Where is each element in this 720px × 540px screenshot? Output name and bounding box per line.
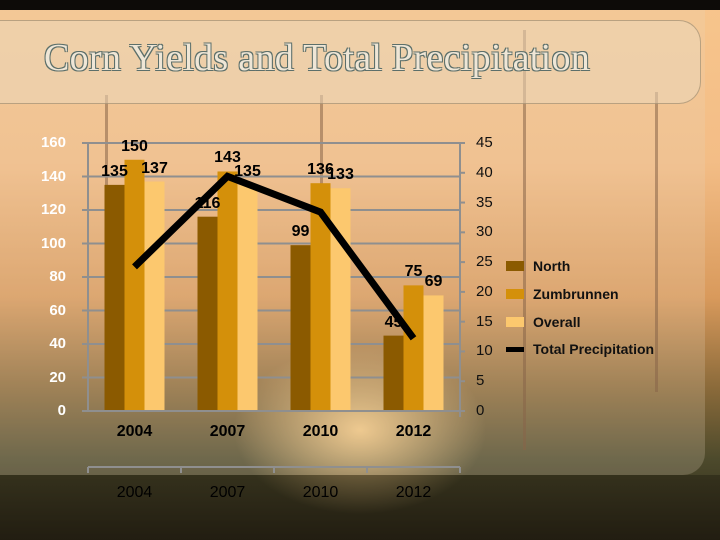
left-axis-tick-label: 0	[57, 402, 66, 419]
legend-item-zumbrunnen: Zumbrunnen	[506, 280, 654, 308]
right-axis-tick-label: 15	[476, 312, 493, 330]
legend-label: Zumbrunnen	[533, 286, 619, 302]
right-axis-tick-label: 10	[476, 342, 493, 360]
data-label-north: 116	[194, 194, 221, 212]
title-box	[0, 20, 701, 104]
data-label-zumbrunnen: 150	[121, 137, 148, 155]
legend-swatch-north	[506, 261, 524, 271]
legend-item-overall: Overall	[506, 308, 654, 336]
data-label-zumbrunnen: 75	[404, 263, 423, 281]
slide-title: Corn Yields and Total Precipitation	[44, 37, 591, 79]
data-label-overall: 135	[234, 162, 261, 180]
data-label-north: 45	[384, 313, 403, 331]
bar-north	[290, 245, 311, 411]
x-axis-label-secondary: 2004	[116, 484, 153, 501]
left-axis-tick-label: 20	[49, 368, 66, 386]
bar-overall	[423, 295, 444, 411]
right-axis-tick-label: 20	[476, 282, 493, 300]
data-label-overall: 137	[141, 159, 168, 177]
left-axis-tick-label: 80	[49, 268, 66, 285]
left-axis-tick-label: 120	[40, 201, 66, 218]
x-axis-label-secondary: 2007	[209, 484, 246, 501]
legend-label: North	[533, 258, 571, 274]
right-axis-tick-label: 30	[476, 223, 493, 241]
right-axis-tick-label: 45	[476, 134, 493, 151]
legend-item-north: North	[506, 252, 654, 280]
precipitation-line	[132, 172, 417, 341]
left-axis-tick-label: 40	[49, 335, 66, 352]
corn-stalk-decoration	[523, 30, 526, 450]
top-border	[0, 0, 720, 10]
bar-overall	[237, 184, 258, 411]
bar-north	[104, 184, 125, 411]
right-axis-tick-label: 35	[476, 193, 493, 211]
bar-zumbrunnen	[403, 285, 424, 411]
x-axis-label-primary: 2004	[116, 423, 153, 440]
x-axis-label-secondary: 2012	[395, 484, 432, 501]
data-label-zumbrunnen: 136	[307, 161, 334, 179]
right-axis-tick-label: 5	[476, 372, 485, 390]
bar-north	[383, 335, 404, 411]
bar-north	[197, 216, 218, 411]
bar-zumbrunnen	[124, 159, 145, 411]
x-axis-label-primary: 2012	[395, 423, 432, 440]
right-axis-tick-label: 40	[476, 163, 493, 181]
chart-legend: North Zumbrunnen Overall Total Precipita…	[506, 252, 654, 362]
data-label-zumbrunnen: 143	[214, 149, 241, 167]
x-axis-label-primary: 2007	[209, 423, 246, 440]
data-label-overall: 69	[424, 273, 443, 291]
data-label-overall: 133	[327, 166, 354, 184]
bottom-border	[0, 475, 720, 540]
bar-overall	[144, 181, 165, 411]
bar-overall	[330, 188, 351, 411]
left-axis-tick-label: 100	[40, 234, 66, 252]
legend-swatch-zumbrunnen	[506, 289, 524, 299]
right-axis-tick-label: 0	[476, 402, 485, 419]
legend-swatch-precipitation-line	[506, 346, 524, 352]
left-axis-tick-label: 140	[40, 167, 66, 185]
legend-label: Total Precipitation	[533, 341, 655, 357]
left-axis-tick-label: 160	[40, 134, 66, 151]
corn-stalk-decoration	[655, 92, 658, 392]
x-axis-label-primary: 2010	[302, 423, 339, 440]
left-axis-tick-label: 60	[49, 301, 66, 319]
legend-label: Overall	[533, 314, 581, 330]
bar-zumbrunnen	[310, 183, 331, 411]
legend-item-total-precipitation: Total Precipitation	[506, 336, 654, 362]
bar-zumbrunnen	[217, 171, 238, 411]
x-axis-label-secondary: 2010	[302, 484, 339, 501]
right-axis-tick-label: 25	[476, 253, 493, 271]
legend-swatch-overall	[506, 317, 524, 327]
data-label-north: 135	[101, 162, 128, 180]
data-label-north: 99	[291, 223, 310, 241]
